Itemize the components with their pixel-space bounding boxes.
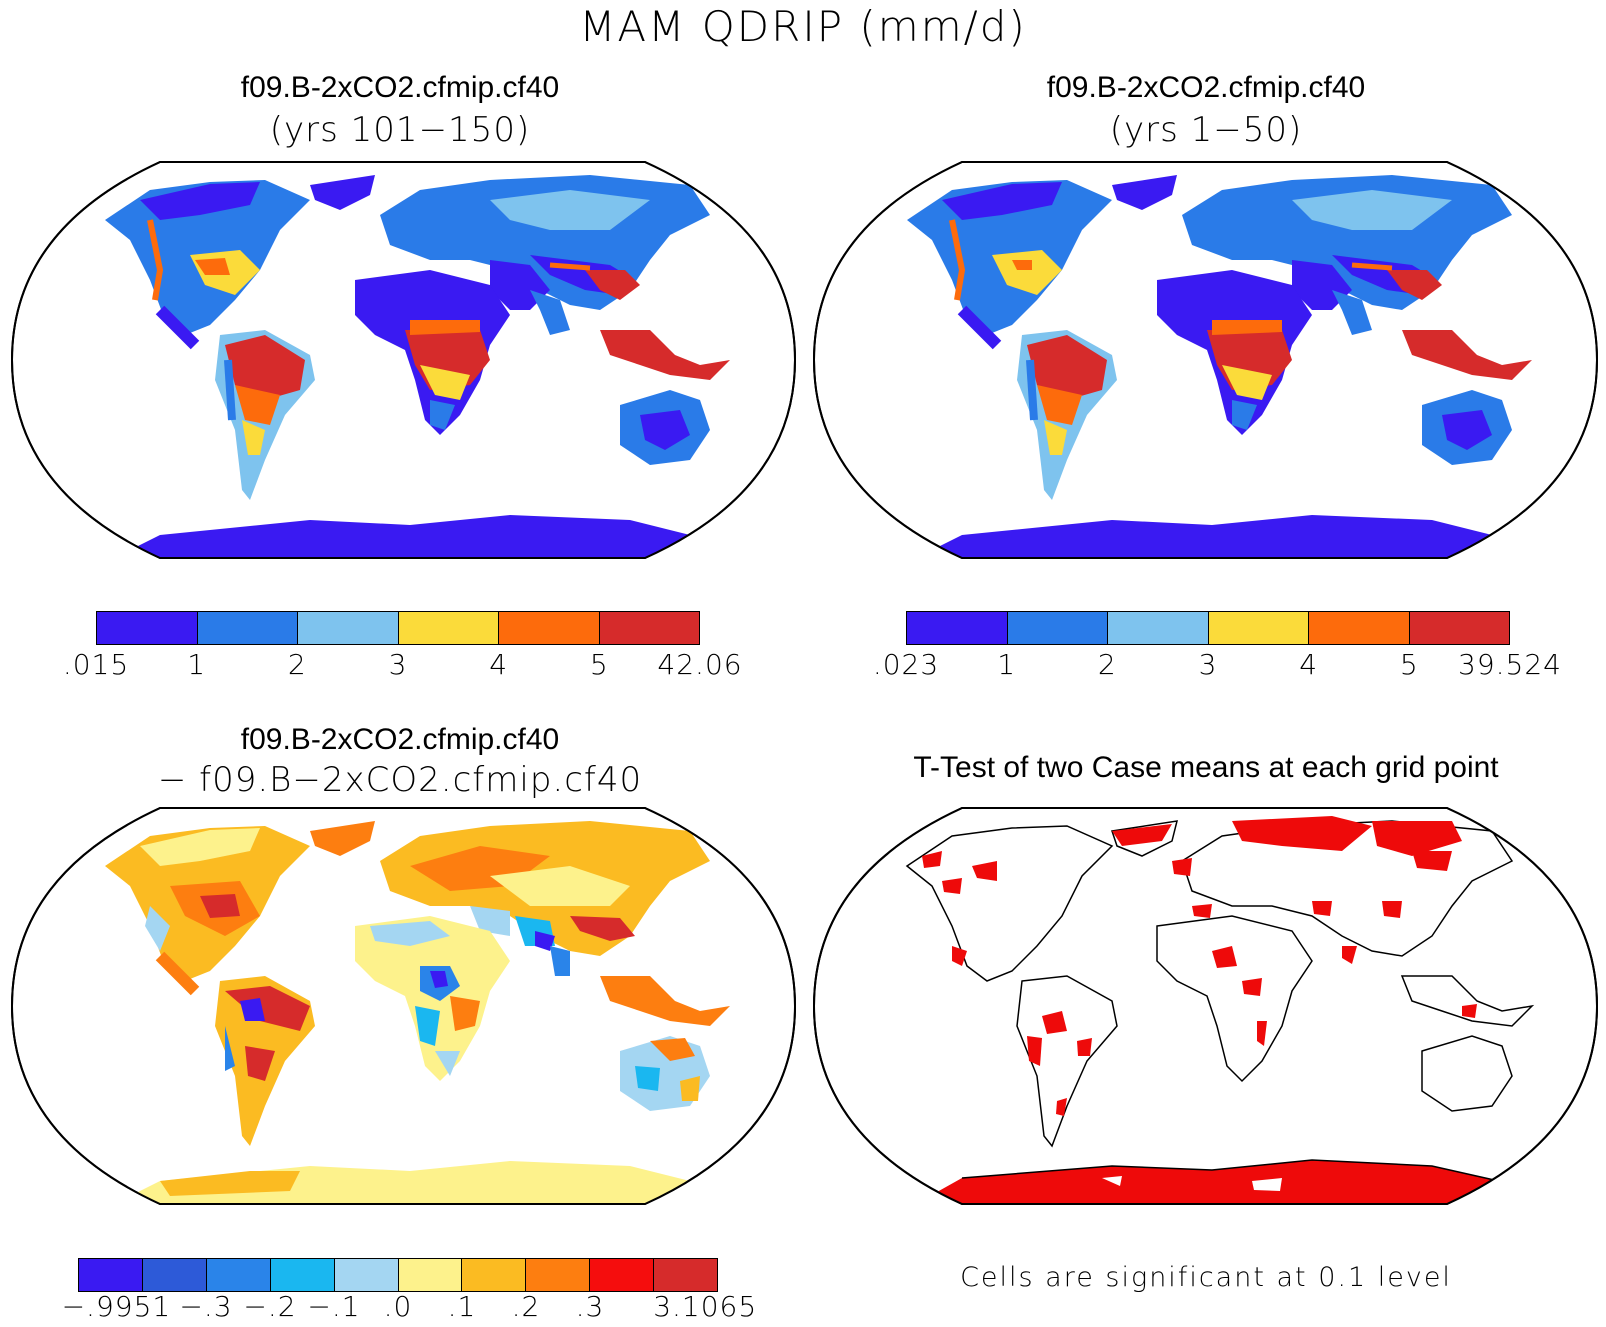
colorbar-cell [1208, 612, 1309, 644]
colorbar-cell [197, 612, 298, 644]
landmass-antarctica [110, 515, 710, 558]
colorbar-tick-label: −.2 [243, 1290, 297, 1323]
colorbar-cell [270, 1259, 335, 1291]
colorbar-cell [590, 1259, 655, 1291]
colorbar-cell [334, 1259, 399, 1291]
colorbar-tick-label: −.1 [307, 1290, 361, 1323]
colorbar-cell [907, 612, 1008, 644]
landmass-greenland [1112, 175, 1177, 210]
continent-south-america [1017, 330, 1117, 500]
colorbar-cell [599, 612, 699, 644]
colorbar-bottom-left [78, 1258, 718, 1292]
colorbar-tick-label: −.9951 [61, 1290, 172, 1323]
panel-title-bottom-left: f09.B-2xCO2.cfmip.cf40 [240, 723, 560, 756]
colorbar-cell [206, 1259, 271, 1291]
colorbar-tick-label: −.3 [179, 1290, 233, 1323]
colorbar-cell [79, 1259, 143, 1291]
colorbar-top-left [96, 611, 700, 645]
continent-north-america [105, 180, 310, 350]
figure-title: MAM QDRIP (mm/d) [579, 2, 1027, 51]
continent-eurasia [380, 175, 710, 335]
panel-subtitle-bottom-left: − f09.B−2xCO2.cfmip.cf40 [157, 760, 643, 800]
continent-south-america [215, 976, 315, 1146]
landmass-maritime-continent [600, 330, 730, 380]
continent-australia [1422, 390, 1512, 465]
colorbar-tick-label: .023 [872, 648, 940, 681]
significance-note: Cells are significant at 0.1 level [960, 1262, 1452, 1293]
colorbar-cell [398, 612, 499, 644]
map-top-right [812, 161, 1599, 559]
colorbar-tick-label: 3 [388, 648, 408, 681]
colorbar-tick-label: 4 [1299, 648, 1319, 681]
map-top-left [10, 161, 797, 559]
continent-eurasia [1182, 175, 1512, 335]
continent-south-america [215, 330, 315, 500]
map-bottom-right [812, 807, 1599, 1205]
colorbar-tick-label: 39.524 [1458, 648, 1562, 681]
continent-north-america [105, 826, 310, 996]
colorbar-tick-label: .3 [575, 1290, 605, 1323]
landmass-greenland [310, 175, 375, 210]
colorbar-tick-label: 2 [287, 648, 307, 681]
colorbar-labels-top-right: .023 1 2 3 4 5 39.524 [806, 648, 1606, 688]
panel-title-top-left: f09.B-2xCO2.cfmip.cf40 [240, 71, 560, 104]
continent-africa [355, 916, 510, 1081]
colorbar-labels-top-left: .015 1 2 3 4 5 42.06 [0, 648, 800, 688]
colorbar-tick-label: 2 [1097, 648, 1117, 681]
colorbar-cell [1108, 612, 1209, 644]
colorbar-cell [462, 1259, 527, 1291]
colorbar-tick-label: 5 [589, 648, 609, 681]
map-bottom-left [10, 807, 797, 1205]
colorbar-tick-label: .015 [62, 648, 130, 681]
landmass-greenland [310, 821, 375, 856]
colorbar-tick-label: 4 [489, 648, 509, 681]
colorbar-cell [97, 612, 198, 644]
continent-north-america [907, 180, 1112, 350]
continent-australia [620, 1036, 710, 1111]
colorbar-cell [298, 612, 399, 644]
panel-subtitle-top-left: (yrs 101−150) [269, 110, 531, 150]
colorbar-top-right [906, 611, 1510, 645]
panel-title-top-right: f09.B-2xCO2.cfmip.cf40 [1046, 71, 1366, 104]
colorbar-cell [1409, 612, 1509, 644]
panel-title-bottom-right: T-Test of two Case means at each grid po… [913, 751, 1499, 784]
colorbar-tick-label: 5 [1399, 648, 1419, 681]
colorbar-cell [1309, 612, 1410, 644]
continent-australia [620, 390, 710, 465]
colorbar-tick-label: .1 [447, 1290, 477, 1323]
colorbar-cell [398, 1259, 463, 1291]
landmass-maritime-continent [1402, 330, 1532, 380]
continent-africa [1157, 270, 1312, 435]
non-significant-holes [1102, 1176, 1282, 1191]
continent-africa [355, 270, 510, 435]
colorbar-tick-label: .2 [511, 1290, 541, 1323]
colorbar-tick-label: 1 [997, 648, 1017, 681]
significant-cells [912, 816, 1512, 1204]
colorbar-tick-label: 1 [187, 648, 207, 681]
landmass-antarctica [912, 515, 1512, 558]
colorbar-cell [142, 1259, 207, 1291]
colorbar-labels-bottom-left: −.9951 −.3 −.2 −.1 .0 .1 .2 .3 3.1065 [0, 1290, 800, 1327]
colorbar-cell [1007, 612, 1108, 644]
panel-subtitle-top-right: (yrs 1−50) [1109, 110, 1303, 150]
colorbar-tick-label: 3.1065 [653, 1290, 758, 1323]
colorbar-tick-label: 3 [1198, 648, 1218, 681]
colorbar-cell [526, 1259, 591, 1291]
colorbar-cell [654, 1259, 718, 1291]
colorbar-tick-label: .0 [383, 1290, 413, 1323]
continent-eurasia [380, 821, 710, 976]
colorbar-cell [499, 612, 600, 644]
landmass-maritime-continent [600, 976, 730, 1026]
colorbar-tick-label: 42.06 [657, 648, 743, 681]
